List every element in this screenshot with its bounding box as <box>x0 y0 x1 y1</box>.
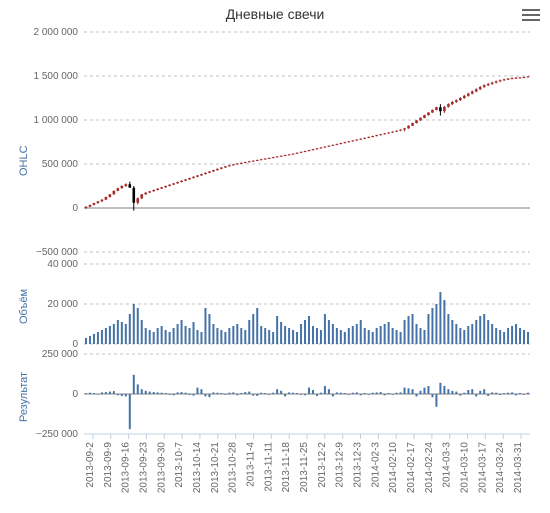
svg-text:2013-11-4: 2013-11-4 <box>245 442 256 487</box>
svg-text:2013-11-11: 2013-11-11 <box>263 442 274 492</box>
svg-text:−250 000: −250 000 <box>36 429 78 440</box>
svg-text:2014-02-10: 2014-02-10 <box>388 442 399 494</box>
svg-text:2013-10-14: 2013-10-14 <box>192 442 203 494</box>
svg-text:250 000: 250 000 <box>42 349 79 360</box>
svg-text:2014-03-10: 2014-03-10 <box>460 442 471 494</box>
svg-text:1 500 000: 1 500 000 <box>34 71 79 82</box>
svg-text:2013-10-21: 2013-10-21 <box>210 442 221 494</box>
svg-text:2013-10-7: 2013-10-7 <box>174 442 185 488</box>
svg-text:2014-02-17: 2014-02-17 <box>406 442 417 494</box>
svg-text:2014-02-3: 2014-02-3 <box>370 442 381 488</box>
svg-text:2014-03-3: 2014-03-3 <box>442 442 453 488</box>
svg-text:0: 0 <box>72 389 78 400</box>
y-axis-title-volume: Объём <box>18 289 30 324</box>
svg-text:2013-12-3: 2013-12-3 <box>353 442 364 488</box>
svg-text:2 000 000: 2 000 000 <box>34 27 79 38</box>
svg-text:0: 0 <box>72 203 78 214</box>
y-axis-title-result: Результат <box>18 372 30 422</box>
svg-text:2014-03-24: 2014-03-24 <box>495 442 506 494</box>
svg-text:500 000: 500 000 <box>42 159 79 170</box>
svg-text:2014-03-17: 2014-03-17 <box>477 442 488 494</box>
chart-svg: −500 000 0 500 000 1 000 000 1 500 000 2 000 … <box>4 4 546 509</box>
svg-text:1 000 000: 1 000 000 <box>34 115 79 126</box>
svg-text:2013-09-30: 2013-09-30 <box>156 442 167 494</box>
svg-text:2013-09-16: 2013-09-16 <box>121 442 132 494</box>
svg-text:2013-10-28: 2013-10-28 <box>228 442 239 494</box>
svg-text:2013-09-2: 2013-09-2 <box>85 442 96 488</box>
svg-text:20 000: 20 000 <box>47 299 78 310</box>
svg-text:2013-12-2: 2013-12-2 <box>317 442 328 488</box>
svg-text:2013-11-25: 2013-11-25 <box>299 442 310 493</box>
svg-text:2013-12-9: 2013-12-9 <box>335 442 346 488</box>
svg-text:−500 000: −500 000 <box>36 247 78 258</box>
y-axis-title-ohlc: OHLC <box>18 145 30 176</box>
svg-text:2013-11-18: 2013-11-18 <box>281 442 292 493</box>
svg-text:2013-09-23: 2013-09-23 <box>138 442 149 494</box>
svg-text:2013-09-9: 2013-09-9 <box>103 442 114 488</box>
svg-text:2014-02-24: 2014-02-24 <box>424 442 435 494</box>
svg-text:40 000: 40 000 <box>47 259 78 270</box>
chart-container: Дневные свечи −500 0000500 0001 000 0001… <box>4 4 546 509</box>
svg-text:2014-03-31: 2014-03-31 <box>513 442 524 494</box>
